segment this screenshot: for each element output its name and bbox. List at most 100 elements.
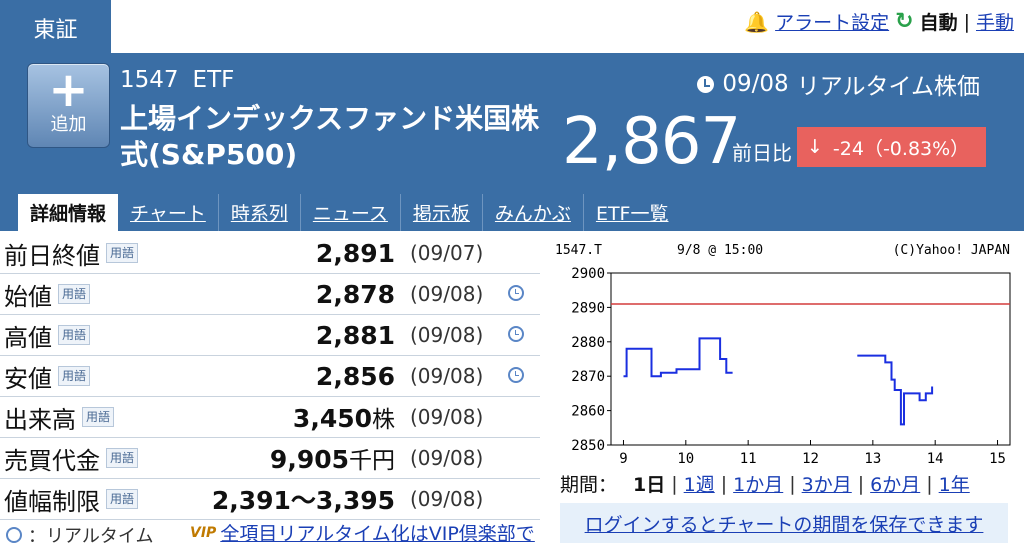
row-label: 値幅制限	[4, 487, 100, 516]
y-tick-label: 2890	[571, 300, 605, 316]
period-label: 期間：	[560, 474, 618, 496]
table-row: 出来高 用語 3,450株 (09/08)	[0, 397, 540, 438]
period-3m[interactable]: 3か月	[801, 474, 852, 496]
detail-table: 前日終値 用語 2,891 (09/07) 始値 用語 2,878 (09/08) …	[0, 233, 540, 520]
row-value: 3,450株	[292, 404, 395, 433]
glossary-badge[interactable]: 用語	[106, 243, 139, 263]
glossary-badge[interactable]: 用語	[58, 284, 91, 304]
login-banner: ログインするとチャートの期間を保存できます	[560, 503, 1008, 543]
row-date: (09/08)	[410, 364, 484, 388]
chart-svg: 1547.T 9/8 @ 15:00 (C)Yahoo! JAPAN 2900 2…	[555, 243, 1011, 467]
y-tick-label: 2870	[571, 369, 605, 385]
x-tick-label: 12	[802, 451, 819, 467]
chart-plot-frame	[610, 272, 1011, 446]
x-tick-label: 14	[927, 451, 944, 467]
chart-symbol: 1547.T	[555, 243, 602, 258]
add-to-portfolio-button[interactable]: + 追加	[27, 63, 110, 148]
x-tick-label: 15	[989, 451, 1006, 467]
glossary-badge[interactable]: 用語	[58, 325, 91, 345]
update-time: 09/08 リアルタイム株価	[697, 67, 980, 101]
y-tick-label: 2900	[571, 266, 605, 282]
row-date: (09/08)	[410, 323, 484, 347]
row-value: 2,878	[315, 279, 395, 309]
realtime-clock-icon	[508, 367, 524, 383]
chart-timestamp: 9/8 @ 15:00	[677, 243, 763, 258]
price-series-line	[857, 354, 934, 426]
row-value: 9,905千円	[269, 445, 395, 474]
add-button-label: 追加	[50, 114, 87, 135]
row-value: 2,856	[315, 361, 395, 391]
glossary-badge[interactable]: 用語	[106, 448, 139, 468]
realtime-clock-icon	[6, 527, 22, 543]
x-tick-label: 9	[619, 451, 627, 467]
detail-tabs: 詳細情報 チャート 時系列 ニュース 掲示板 みんかぶ ETF一覧	[18, 194, 680, 231]
period-6m[interactable]: 6か月	[870, 474, 921, 496]
row-date: (09/08)	[410, 282, 484, 306]
row-label: 出来高	[4, 405, 76, 434]
price-change-value: -24（-0.83%）	[832, 137, 970, 160]
row-value: 2,391〜3,395	[211, 486, 395, 515]
period-1w[interactable]: 1週	[683, 474, 715, 496]
x-tick-label: 13	[864, 451, 881, 467]
login-save-period-link[interactable]: ログインするとチャートの期間を保存できます	[584, 513, 984, 536]
plus-icon: +	[48, 62, 89, 118]
row-date: (09/08)	[410, 405, 484, 429]
table-row: 値幅制限 用語 2,391〜3,395 (09/08)	[0, 479, 540, 520]
alert-settings-link[interactable]: アラート設定	[775, 12, 890, 34]
period-1y[interactable]: 1年	[938, 474, 970, 496]
table-row: 安値 用語 2,856 (09/08)	[0, 356, 540, 397]
manual-refresh-link[interactable]: 手動	[975, 12, 1014, 34]
tab-board[interactable]: 掲示板	[401, 194, 483, 231]
row-label: 売買代金	[4, 446, 100, 475]
stock-code-line: 1547 ETF	[120, 67, 234, 93]
intraday-chart: 1547.T 9/8 @ 15:00 (C)Yahoo! JAPAN 2900 2…	[555, 240, 1015, 470]
update-date: 09/08	[722, 71, 789, 97]
row-date: (09/07)	[410, 241, 484, 265]
row-value: 2,891	[315, 238, 395, 268]
compare-label: 前日比	[732, 141, 792, 165]
glossary-badge[interactable]: 用語	[58, 366, 91, 386]
y-tick-label: 2860	[571, 404, 605, 420]
y-tick-label: 2850	[571, 438, 605, 454]
down-arrow-icon: ↓	[807, 136, 823, 158]
tab-news[interactable]: ニュース	[301, 194, 401, 231]
row-label: 高値	[4, 323, 52, 352]
price-change-badge: ↓ -24（-0.83%）	[797, 127, 986, 167]
glossary-badge[interactable]: 用語	[82, 407, 115, 427]
vip-icon: VIP	[190, 524, 217, 541]
refresh-icon: ↻	[895, 9, 914, 34]
period-1d[interactable]: 1日	[633, 474, 666, 496]
vip-club-link[interactable]: 全項目リアルタイム化はVIP倶楽部で	[220, 523, 535, 545]
realtime-clock-icon	[508, 285, 524, 301]
tab-minkabu[interactable]: みんかぶ	[483, 194, 584, 231]
top-links: 🔔 アラート設定 ↻ 自動 | 手動	[744, 8, 1014, 35]
row-date: (09/08)	[410, 487, 484, 511]
glossary-badge[interactable]: 用語	[106, 489, 139, 509]
table-row: 前日終値 用語 2,891 (09/07)	[0, 233, 540, 274]
tab-history[interactable]: 時系列	[219, 194, 301, 231]
table-row: 高値 用語 2,881 (09/08)	[0, 315, 540, 356]
price-series-line	[623, 337, 733, 378]
row-value: 2,881	[315, 320, 395, 350]
realtime-legend: ：リアルタイム	[6, 522, 153, 548]
y-tick-label: 2880	[571, 335, 605, 351]
bell-icon: 🔔	[744, 9, 770, 34]
x-tick-label: 11	[740, 451, 757, 467]
stock-name: 上場インデックスファンド米国株式(S&P500)	[120, 102, 540, 171]
period-1m[interactable]: 1か月	[733, 474, 784, 496]
realtime-price-label: リアルタイム株価	[796, 74, 980, 100]
tab-details[interactable]: 詳細情報	[18, 194, 119, 231]
x-tick-label: 10	[677, 451, 694, 467]
market-tab-tse[interactable]: 東証	[0, 0, 111, 53]
tab-etf-list[interactable]: ETF一覧	[595, 203, 669, 225]
current-price: 2,867	[562, 105, 741, 179]
stock-header: + 追加 1547 ETF 上場インデックスファンド米国株式(S&P500) 09…	[0, 53, 1024, 231]
row-label: 安値	[4, 364, 52, 393]
chart-copyright: (C)Yahoo! JAPAN	[893, 243, 1010, 258]
stock-code: 1547	[120, 67, 179, 93]
realtime-clock-icon	[508, 326, 524, 342]
realtime-legend-text: ：リアルタイム	[28, 526, 154, 547]
tab-chart[interactable]: チャート	[118, 194, 219, 231]
auto-refresh-label[interactable]: 自動	[919, 12, 958, 34]
table-row: 売買代金 用語 9,905千円 (09/08)	[0, 438, 540, 479]
